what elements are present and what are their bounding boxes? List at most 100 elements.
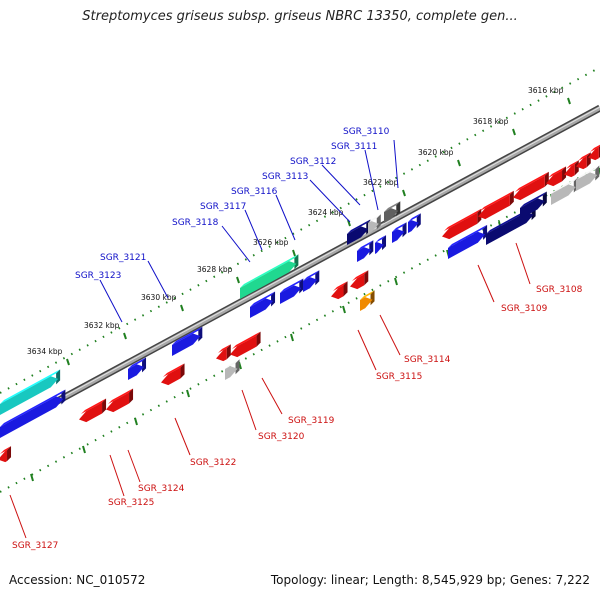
gene-sgr-3123[interactable] (128, 357, 147, 380)
gene-teal[interactable] (0, 369, 61, 415)
gene-red-a[interactable] (513, 171, 549, 201)
gene-blue-long[interactable] (0, 389, 66, 438)
gene-red-b[interactable] (546, 166, 567, 187)
gene-sgr-3120-small[interactable] (216, 344, 231, 362)
major-tick (186, 389, 190, 398)
leader-line (477, 264, 495, 303)
label-leader-lines (9, 139, 531, 539)
gene-label[interactable]: SGR_3109 (501, 304, 548, 314)
leader-line (275, 194, 296, 241)
gene-sgr-3127[interactable] (0, 446, 12, 463)
leader-line (241, 389, 257, 431)
gene-red-e[interactable] (588, 143, 600, 161)
gene-sgr-3124[interactable] (106, 388, 134, 413)
chromosome-axis (0, 104, 600, 436)
leader-line (147, 260, 169, 299)
leader-line (99, 279, 123, 323)
gene-features[interactable] (0, 143, 600, 463)
major-tick (30, 473, 34, 482)
major-tick (236, 276, 240, 284)
major-tick (347, 219, 351, 227)
gene-label[interactable]: SGR_3108 (536, 285, 583, 295)
gene-label[interactable]: SGR_3125 (108, 498, 154, 508)
gene-sgr-3114[interactable] (350, 270, 369, 290)
leader-line (174, 417, 191, 456)
gene-sgr-3122[interactable] (161, 363, 185, 386)
genome-summary-text: Topology: linear; Length: 8,545,929 bp; … (270, 573, 590, 587)
gene-sgr-3119[interactable] (230, 331, 261, 358)
gene-label[interactable]: SGR_3116 (231, 187, 278, 197)
gene-sgr-3113-small[interactable] (303, 270, 320, 292)
scale-label: 3622 kbp (363, 178, 399, 187)
leader-line (9, 494, 27, 539)
scale-label: 3616 kbp (528, 86, 564, 95)
scale-label: 3632 kbp (84, 321, 120, 330)
gene-label[interactable]: SGR_3118 (172, 218, 219, 228)
gene-sgr-3108[interactable] (478, 190, 514, 220)
major-tick (290, 333, 294, 342)
lower-dot-row (0, 168, 596, 493)
leader-line (127, 449, 141, 483)
leader-line (379, 314, 401, 356)
scale-label: 3624 kbp (308, 208, 344, 217)
gene-label[interactable]: SGR_3113 (262, 172, 308, 182)
gene-sgr-3121[interactable] (172, 326, 203, 356)
gene-label[interactable]: SGR_3122 (190, 458, 236, 468)
gene-orange[interactable] (360, 290, 375, 311)
gene-label[interactable]: SGR_3119 (288, 416, 335, 426)
scale-label: 3620 kbp (418, 148, 454, 157)
gene-grey-end2[interactable] (576, 165, 600, 191)
gene-sgr-3109[interactable] (442, 208, 482, 240)
gene-label[interactable]: SGR_3110 (343, 127, 390, 137)
major-tick (82, 445, 86, 454)
major-tick (292, 249, 296, 257)
gene-label[interactable]: SGR_3115 (376, 372, 422, 382)
gene-label[interactable]: SGR_3127 (12, 541, 58, 551)
gene-label[interactable]: SGR_3114 (404, 355, 451, 365)
major-tick (402, 189, 406, 197)
map-title: Streptomyces griseus subsp. griseus NBRC… (82, 9, 518, 24)
gene-label[interactable]: SGR_3111 (331, 142, 377, 152)
gene-label[interactable]: SGR_3117 (200, 202, 246, 212)
leader-line (321, 164, 361, 206)
gene-sgr-3116[interactable] (280, 278, 304, 304)
gene-sgr-3110[interactable] (408, 213, 421, 233)
gene-dark-end[interactable] (520, 191, 547, 219)
gene-sgr-3118[interactable] (240, 254, 299, 299)
major-tick (123, 332, 127, 340)
major-tick (342, 305, 346, 314)
leader-line (515, 242, 531, 285)
gene-sgr-3125[interactable] (79, 398, 107, 423)
gene-label[interactable]: SGR_3120 (258, 432, 305, 442)
gene-sgr-3111-small[interactable] (375, 235, 387, 254)
scale-label: 3626 kbp (253, 238, 289, 247)
gene-sgr-3120[interactable] (225, 359, 240, 380)
leader-line (357, 329, 377, 371)
gene-sgr-3115[interactable] (331, 281, 348, 300)
gene-sgr-3117-block[interactable] (250, 291, 276, 318)
gene-label[interactable]: SGR_3124 (138, 484, 185, 494)
scale-label: 3630 kbp (141, 293, 177, 302)
scale-label: 3634 kbp (27, 347, 63, 356)
major-tick (567, 97, 571, 105)
gene-red-c[interactable] (564, 160, 579, 178)
leader-line (261, 377, 283, 415)
leader-line (109, 454, 125, 497)
leader-line (393, 139, 399, 189)
gene-sgr-3112[interactable] (357, 240, 374, 262)
gene-label[interactable]: SGR_3121 (100, 253, 146, 263)
major-tick (457, 159, 461, 167)
scale-label: 3618 kbp (473, 117, 509, 126)
gene-label[interactable]: SGR_3112 (290, 157, 336, 167)
accession-text: Accession: NC_010572 (9, 573, 146, 587)
gene-sgr-3111[interactable] (392, 222, 407, 243)
leader-line (309, 179, 351, 223)
major-tick (66, 358, 70, 366)
scale-labels: 3616 kbp 3618 kbp 3620 kbp 3622 kbp 3624 kbp… (27, 86, 564, 356)
gene-grey[interactable] (368, 214, 381, 234)
scale-label: 3628 kbp (197, 265, 233, 274)
gene-sgr-3110-dark[interactable] (384, 201, 401, 223)
gene-label[interactable]: SGR_3123 (75, 271, 121, 281)
gene-labels[interactable]: SGR_3110 SGR_3111 SGR_3112 SGR_3113 SGR_3116… (12, 127, 583, 551)
